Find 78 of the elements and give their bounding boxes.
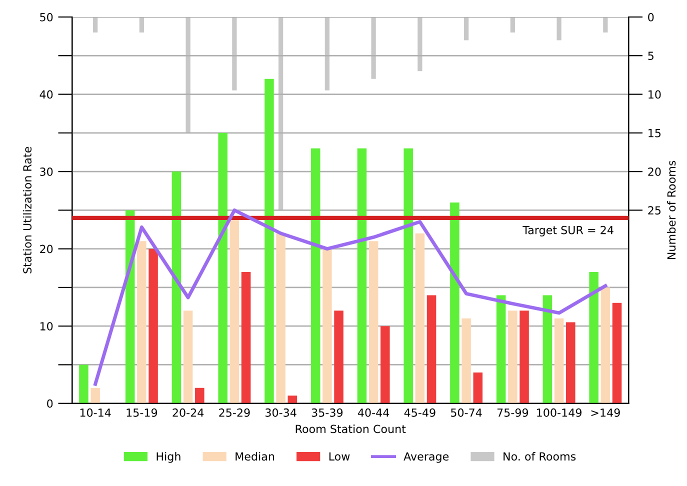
- x-tick-label: 10-14: [80, 408, 111, 417]
- bar: [600, 287, 610, 404]
- bar: [612, 302, 622, 404]
- bar: [288, 396, 298, 404]
- bar: [195, 388, 204, 404]
- y2-tick-label: 25: [648, 206, 661, 215]
- y-tick-label: 40: [40, 90, 53, 99]
- x-tick-label: 75-99: [497, 408, 528, 417]
- bar: [218, 132, 228, 404]
- bar: [508, 310, 518, 404]
- y-axis-title: Station Utilization Rate: [22, 146, 32, 274]
- y-tick-label: 0: [47, 399, 53, 408]
- x-axis-title: Room Station Count: [296, 424, 406, 434]
- bar: [603, 17, 608, 32]
- bar: [520, 310, 529, 404]
- bar: [464, 17, 469, 40]
- bar: [473, 372, 483, 404]
- bar: [324, 17, 330, 90]
- bar: [183, 310, 193, 404]
- ref-line-label: Target SUR = 24: [522, 226, 614, 236]
- bar: [418, 17, 422, 72]
- legend-label: Low: [329, 452, 350, 461]
- bar: [139, 17, 144, 32]
- x-tick-label: 100-149: [537, 408, 582, 417]
- y-tick-label: 20: [40, 244, 53, 254]
- y-tick-label: 30: [40, 168, 53, 176]
- bar: [415, 233, 425, 404]
- y2-tick-label: 5: [648, 52, 654, 60]
- bar: [334, 310, 344, 404]
- bar: [276, 233, 286, 404]
- bar: [371, 17, 376, 79]
- bar: [496, 295, 506, 404]
- bar: [90, 388, 100, 404]
- y2-tick-label: 15: [648, 129, 661, 138]
- bar: [322, 248, 332, 404]
- bar: [368, 241, 378, 404]
- bar: [186, 17, 190, 133]
- bar: [589, 272, 598, 404]
- bar: [542, 295, 552, 404]
- y-tick-label: 10: [40, 322, 53, 330]
- bar: [357, 148, 367, 404]
- bar: [556, 17, 562, 40]
- x-tick-label: 25-29: [219, 408, 250, 417]
- y2-tick-label: 10: [648, 90, 661, 99]
- bar: [450, 202, 460, 404]
- y2-axis-title: Number of Rooms: [667, 160, 676, 260]
- y2-tick-label: 20: [648, 168, 661, 176]
- bar: [232, 17, 237, 90]
- x-tick-label: >149: [591, 408, 620, 417]
- bar: [264, 78, 274, 404]
- x-tick-label: 40-44: [358, 408, 390, 417]
- bar: [462, 318, 471, 404]
- legend-label: Average: [404, 452, 449, 463]
- bar: [79, 364, 88, 404]
- bar: [426, 295, 436, 404]
- bar: [404, 148, 413, 404]
- legend-label: High: [156, 452, 180, 463]
- bar: [310, 148, 320, 404]
- bar: [148, 248, 158, 404]
- x-tick-label: 20-24: [172, 408, 204, 417]
- x-tick-label: 45-49: [404, 408, 436, 417]
- bar: [380, 326, 390, 404]
- bar: [172, 172, 182, 404]
- bar: [554, 318, 564, 404]
- x-tick-label: 50-74: [451, 408, 482, 417]
- legend-label: Median: [236, 452, 274, 461]
- x-tick-label: 30-34: [266, 408, 296, 417]
- bar: [241, 272, 251, 404]
- bar: [278, 17, 284, 210]
- y2-tick-label: 0: [648, 12, 654, 22]
- bar: [566, 322, 576, 404]
- bar: [93, 17, 98, 32]
- bar: [510, 17, 515, 32]
- legend-label: No. of Rooms: [504, 452, 576, 461]
- x-tick-label: 15-19: [126, 408, 158, 417]
- y-tick-label: 50: [40, 12, 53, 22]
- bar: [137, 241, 146, 404]
- x-tick-label: 35-39: [312, 408, 343, 417]
